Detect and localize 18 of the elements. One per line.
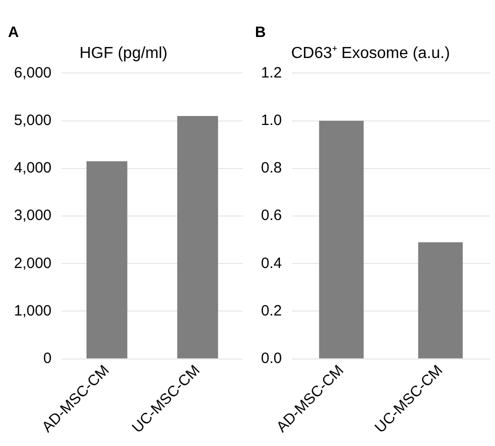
- text: A: [8, 24, 19, 41]
- y-tick-label: 0.0: [260, 350, 282, 367]
- y-tick-label: 0.8: [260, 160, 282, 177]
- y-tick-label: 0.6: [260, 207, 282, 224]
- y-tick-label: 0: [43, 350, 52, 367]
- y-tick-label: 1,000: [14, 302, 52, 320]
- y-tick-label: 6,000: [14, 64, 52, 82]
- chart-title: CD63⁺ Exosome (a.u.): [291, 45, 450, 62]
- text: B: [255, 24, 266, 41]
- y-tick-label: 3,000: [14, 207, 52, 224]
- y-tick-label: 0.4: [260, 254, 282, 272]
- y-tick-label: 1.2: [260, 64, 282, 82]
- y-tick-label: 1.0: [260, 112, 282, 129]
- y-tick-label: 2,000: [14, 254, 52, 272]
- y-tick-label: 5,000: [14, 112, 52, 129]
- y-tick-label: 4,000: [14, 160, 52, 177]
- y-tick-label: 0.2: [260, 302, 282, 320]
- chart-title: HGF (pg/ml): [80, 45, 168, 62]
